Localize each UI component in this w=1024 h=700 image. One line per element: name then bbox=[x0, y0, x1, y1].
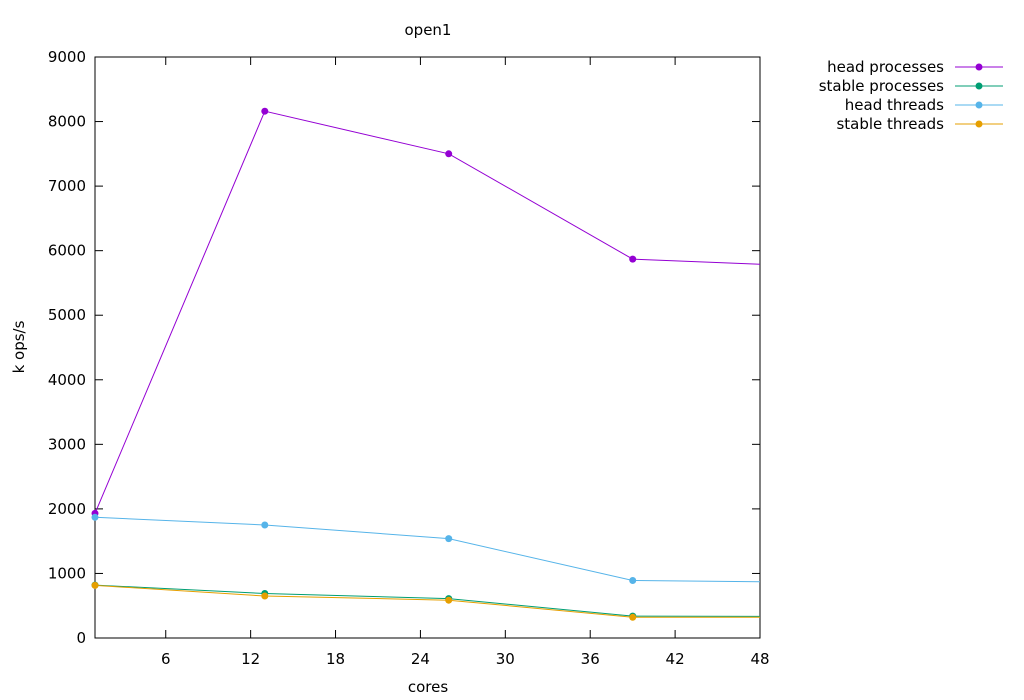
y-tick-label: 5000 bbox=[48, 306, 86, 324]
y-tick-label: 4000 bbox=[48, 371, 86, 389]
x-axis-title: cores bbox=[408, 678, 448, 696]
y-tick-label: 6000 bbox=[48, 242, 86, 260]
legend-swatch-marker bbox=[975, 120, 983, 128]
x-tick-label: 48 bbox=[750, 650, 769, 668]
legend-label: stable processes bbox=[819, 77, 944, 95]
y-tick-label: 8000 bbox=[48, 113, 86, 131]
legend-label: head threads bbox=[845, 96, 944, 114]
series-line-head-threads bbox=[94, 516, 761, 583]
data-point-head-processes bbox=[261, 107, 269, 115]
series-line-head-processes bbox=[94, 110, 761, 514]
y-tick-label: 1000 bbox=[48, 564, 86, 582]
legend-label: head processes bbox=[827, 58, 944, 76]
series-line-stable-processes bbox=[94, 584, 761, 617]
legend-item-head-threads: head threads bbox=[845, 96, 1003, 114]
legend-item-stable-processes: stable processes bbox=[819, 77, 1003, 95]
data-point-head-threads bbox=[629, 577, 637, 584]
x-tick-label: 36 bbox=[581, 650, 600, 668]
series-head-threads bbox=[91, 513, 761, 584]
y-axis-ticks: 0 1000 2000 3000 4000 5000 6000 7000 8000 9000 bbox=[48, 48, 760, 647]
series-head-processes bbox=[91, 107, 761, 517]
y-tick-label: 7000 bbox=[48, 177, 86, 195]
data-point-stable-threads bbox=[445, 596, 453, 604]
x-tick-label: 24 bbox=[411, 650, 430, 668]
x-tick-label: 30 bbox=[496, 650, 515, 668]
data-point-stable-threads bbox=[629, 613, 637, 621]
x-tick-label: 6 bbox=[161, 650, 171, 668]
legend-item-head-processes: head processes bbox=[827, 58, 1003, 76]
data-point-stable-threads bbox=[91, 581, 99, 589]
data-point-head-processes bbox=[629, 255, 637, 263]
data-point-stable-threads bbox=[261, 592, 269, 600]
x-axis-ticks: 6 12 18 24 30 36 42 48 bbox=[161, 57, 770, 668]
y-tick-label: 3000 bbox=[48, 435, 86, 453]
series-stable-threads bbox=[91, 581, 760, 621]
y-tick-label: 0 bbox=[76, 629, 86, 647]
x-tick-label: 12 bbox=[241, 650, 260, 668]
y-axis-title: k ops/s bbox=[10, 320, 28, 373]
legend-label: stable threads bbox=[836, 115, 944, 133]
legend-swatch-marker bbox=[975, 82, 983, 90]
data-point-head-threads bbox=[261, 521, 269, 529]
data-point-head-threads bbox=[91, 513, 99, 521]
legend-swatch-marker bbox=[975, 101, 983, 109]
data-point-head-processes bbox=[445, 150, 453, 158]
legend-swatch-marker bbox=[975, 63, 983, 71]
plot-frame bbox=[94, 56, 761, 639]
chart-title: open1 bbox=[405, 21, 452, 39]
x-tick-label: 42 bbox=[666, 650, 685, 668]
y-tick-label: 9000 bbox=[48, 48, 86, 66]
data-point-head-threads bbox=[445, 535, 453, 543]
x-tick-label: 18 bbox=[326, 650, 345, 668]
legend-item-stable-threads: stable threads bbox=[836, 115, 1003, 133]
series-stable-processes bbox=[91, 581, 761, 620]
y-tick-label: 2000 bbox=[48, 500, 86, 518]
series-layer bbox=[91, 107, 761, 621]
